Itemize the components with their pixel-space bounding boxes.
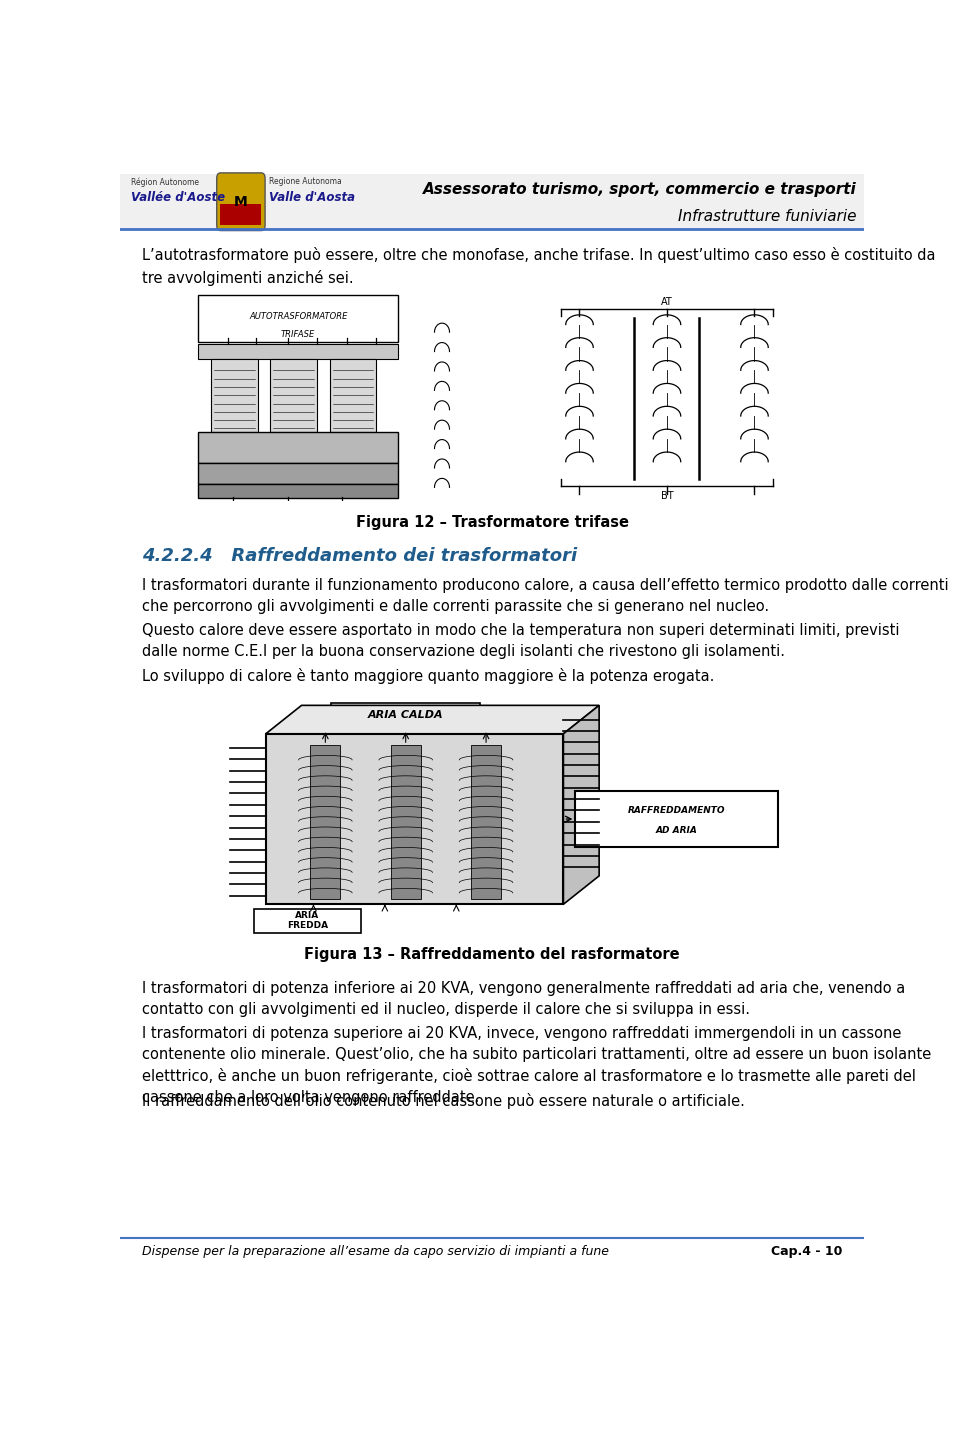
Text: Questo calore deve essere asportato in modo che la temperatura non superi determ: Questo calore deve essere asportato in m… <box>142 624 900 658</box>
Text: Infrastrutture funiviarie: Infrastrutture funiviarie <box>678 209 856 225</box>
Text: 4.2.2.4   Raffreddamento dei trasformatori: 4.2.2.4 Raffreddamento dei trasformatori <box>142 548 577 566</box>
Text: Dispense per la preparazione all’esame da capo servizio di impianti a fune: Dispense per la preparazione all’esame d… <box>142 1244 609 1257</box>
Text: Vallée d'Aoste: Vallée d'Aoste <box>132 191 226 204</box>
Text: Figura 12 – Trasformatore trifase: Figura 12 – Trasformatore trifase <box>355 515 629 531</box>
Text: Regione Autonoma: Regione Autonoma <box>269 177 342 186</box>
Text: I trasformatori durante il funzionamento producono calore, a causa dell’effetto : I trasformatori durante il funzionamento… <box>142 579 948 615</box>
Text: Lo sviluppo di calore è tanto maggiore quanto maggiore è la potenza erogata.: Lo sviluppo di calore è tanto maggiore q… <box>142 667 714 683</box>
Bar <box>221 204 261 225</box>
Text: Région Autonome: Région Autonome <box>132 177 199 187</box>
Text: L’autotrasformatore può essere, oltre che monofase, anche trifase. In quest’ulti: L’autotrasformatore può essere, oltre ch… <box>142 247 935 286</box>
Text: I trasformatori di potenza superiore ai 20 KVA, invece, vengono raffreddati imme: I trasformatori di potenza superiore ai … <box>142 1025 931 1105</box>
Text: Figura 13 – Raffreddamento del rasformatore: Figura 13 – Raffreddamento del rasformat… <box>304 947 680 963</box>
Text: Cap.4 - 10: Cap.4 - 10 <box>771 1244 842 1257</box>
Text: Valle d'Aosta: Valle d'Aosta <box>269 191 355 204</box>
Text: M: M <box>234 194 248 209</box>
Bar <box>120 174 864 229</box>
Text: Assessorato turismo, sport, commercio e trasporti: Assessorato turismo, sport, commercio e … <box>422 181 856 197</box>
Text: I trasformatori di potenza inferiore ai 20 KVA, vengono generalmente raffreddati: I trasformatori di potenza inferiore ai … <box>142 982 905 1016</box>
Text: Il raffreddamento dell’olio contenuto nel cassone può essere naturale o artifici: Il raffreddamento dell’olio contenuto ne… <box>142 1093 745 1109</box>
FancyBboxPatch shape <box>217 173 265 231</box>
